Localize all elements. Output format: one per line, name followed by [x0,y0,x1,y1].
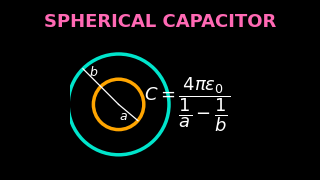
Text: $C = \dfrac{4\pi\epsilon_0}{\dfrac{1}{a} - \dfrac{1}{b}}$: $C = \dfrac{4\pi\epsilon_0}{\dfrac{1}{a}… [144,75,230,134]
Text: SPHERICAL CAPACITOR: SPHERICAL CAPACITOR [44,13,276,31]
Text: b: b [90,66,97,78]
Text: a: a [119,110,127,123]
